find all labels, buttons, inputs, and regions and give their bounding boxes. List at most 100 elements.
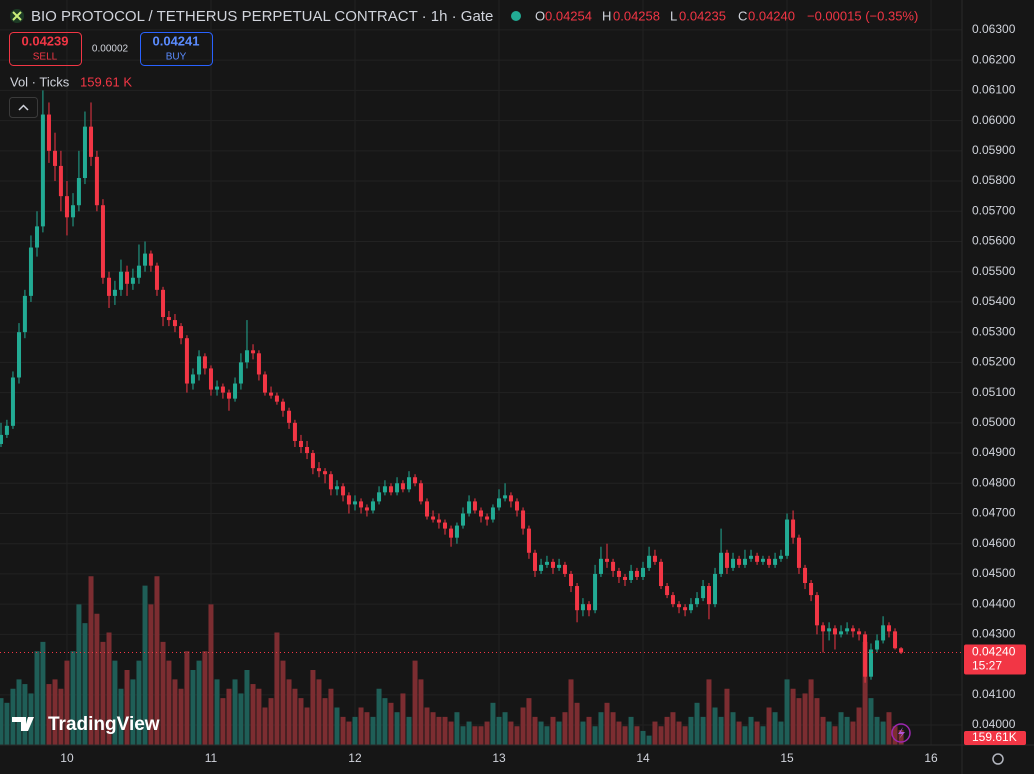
- sell-button[interactable]: [9, 32, 82, 66]
- volume-bar: [448, 721, 454, 745]
- axes: 0.04000 0.04100 0.04300 0.04400 0.04500 0.046…: [60, 22, 1026, 765]
- volume-bar: [0, 698, 4, 745]
- volume-bar: [166, 660, 172, 745]
- candle-body: [262, 374, 267, 393]
- volume-bar: [520, 707, 526, 745]
- volume-bar: [790, 688, 796, 745]
- candle-body: [616, 570, 621, 577]
- candle-body: [22, 295, 27, 333]
- volume-bar: [472, 726, 478, 745]
- candle-body: [130, 277, 135, 284]
- y-tick-label: 0.05100: [972, 385, 1016, 399]
- candle-body: [767, 558, 772, 565]
- volume-bar: [688, 716, 694, 745]
- volume-bar: [718, 716, 724, 745]
- volume-bar: [172, 679, 178, 745]
- y-tick-label: 0.06100: [972, 83, 1016, 97]
- volume-bar: [514, 726, 520, 745]
- settings-button[interactable]: [992, 753, 1004, 765]
- volume-bar: [646, 735, 652, 745]
- volume-bar: [298, 698, 304, 745]
- volume-bar: [214, 679, 220, 745]
- candle-body: [10, 377, 15, 426]
- volume-bar: [310, 670, 316, 745]
- volume-bar: [658, 726, 664, 745]
- grid: [0, 0, 962, 745]
- volume-bar: [64, 660, 70, 745]
- chart-title: BIO PROTOCOL / TETHERUS PERPETUAL CONTRA…: [31, 8, 493, 25]
- candle-body: [796, 537, 801, 568]
- volume-bar: [736, 721, 742, 745]
- candle-body: [310, 453, 315, 469]
- volume-bar: [52, 679, 58, 745]
- volume-bar: [412, 660, 418, 745]
- volume-tag-label: 159.61K: [972, 730, 1017, 744]
- candle-body: [868, 649, 873, 677]
- volume-bar: [880, 721, 886, 745]
- volume-bar: [322, 698, 328, 745]
- volume-bar: [454, 712, 460, 745]
- candle-body: [665, 586, 670, 596]
- candle-body: [58, 165, 63, 197]
- candle-body: [298, 440, 303, 447]
- candle-body: [760, 558, 765, 562]
- volume-bar: [22, 684, 28, 745]
- x-tick-label: 16: [924, 751, 938, 765]
- volume-bar: [148, 604, 154, 745]
- volume-legend: 159.61 K: [80, 74, 132, 89]
- candle-body: [677, 604, 682, 608]
- volume-bar: [58, 688, 64, 745]
- candle-body: [778, 555, 783, 559]
- buy-button[interactable]: [140, 32, 213, 66]
- candle-body: [508, 495, 513, 502]
- candle-body: [143, 253, 148, 266]
- candle-body: [226, 392, 231, 399]
- y-tick-label: 0.04900: [972, 445, 1016, 459]
- volume-bar: [250, 684, 256, 745]
- lightning-button[interactable]: [891, 723, 911, 743]
- volume-bar: [826, 721, 832, 745]
- candle-body: [526, 528, 531, 553]
- buy-label: BUY: [166, 52, 187, 63]
- candle-body: [791, 519, 796, 538]
- collapse-icon: [18, 104, 29, 111]
- volume-bar: [820, 716, 826, 745]
- volume-bar: [274, 632, 280, 745]
- candle-body: [107, 277, 112, 296]
- candle-body: [346, 495, 351, 505]
- candle-body: [557, 564, 562, 568]
- volume-bar: [100, 641, 106, 745]
- volume-bar: [106, 632, 112, 745]
- volume-bar: [706, 679, 712, 745]
- candle-body: [683, 607, 688, 611]
- candle-body: [17, 332, 22, 378]
- volume-bar: [142, 585, 148, 745]
- volume-bar: [424, 707, 430, 745]
- volume-bar: [856, 707, 862, 745]
- y-tick-label: 0.06200: [972, 52, 1016, 66]
- candle-body: [352, 501, 357, 505]
- candle-body: [215, 386, 220, 390]
- collapse-button[interactable]: [9, 97, 38, 118]
- candle-body: [89, 126, 94, 157]
- volume-bar: [190, 670, 196, 745]
- volume-bar: [118, 688, 124, 745]
- volume-bar: [400, 693, 406, 745]
- candle-body: [172, 320, 177, 327]
- volume-bar: [670, 712, 676, 745]
- volume-bar: [808, 679, 814, 745]
- volume-bar: [184, 651, 190, 745]
- candle-body: [670, 595, 675, 605]
- volume-bar: [748, 716, 754, 745]
- candle-body: [118, 271, 123, 290]
- candle-body: [539, 564, 544, 571]
- candle-body: [388, 486, 393, 493]
- candle-body: [154, 265, 159, 290]
- candle-body: [269, 392, 274, 396]
- volume-bar: [592, 726, 598, 745]
- volume-bar: [46, 684, 52, 745]
- candle-body: [706, 586, 711, 605]
- candle-body: [197, 356, 202, 375]
- candle-body: [497, 498, 502, 508]
